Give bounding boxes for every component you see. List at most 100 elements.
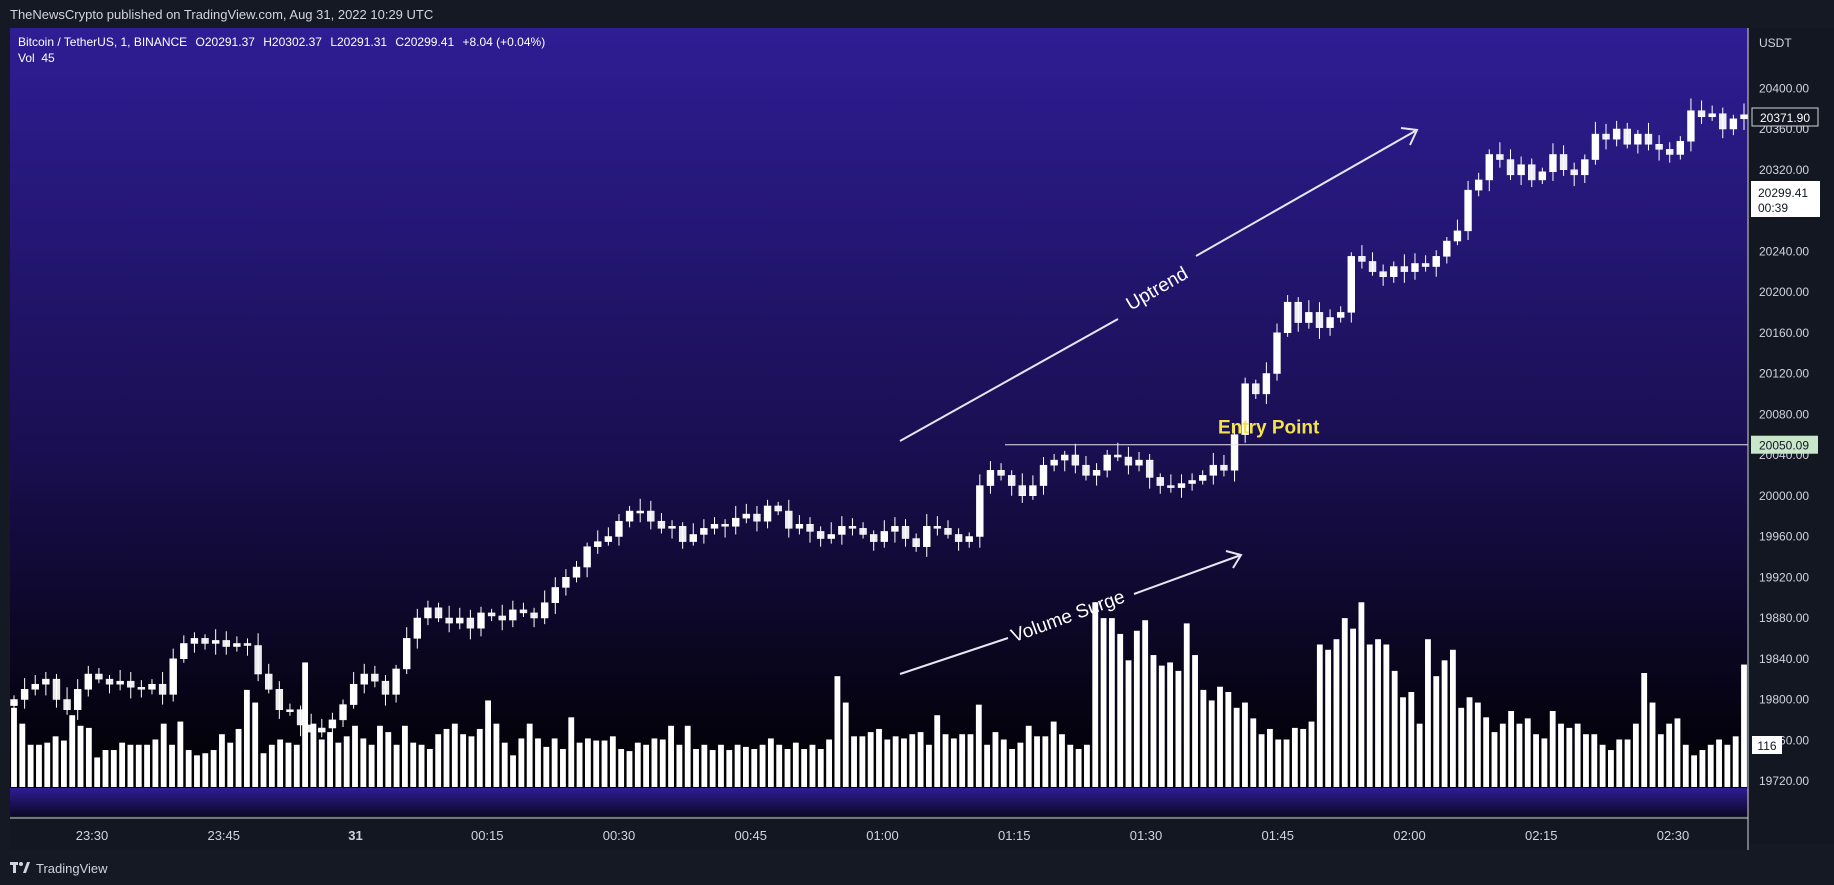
candle-body	[1305, 312, 1313, 323]
time-tick-label: 01:15	[998, 828, 1031, 843]
candle-body	[1167, 485, 1175, 488]
candle-body	[1135, 459, 1143, 466]
volume-bar	[626, 751, 633, 787]
volume-bar	[36, 744, 42, 787]
candle-body	[487, 612, 496, 617]
volume-bar	[1150, 655, 1157, 787]
volume-bar	[327, 732, 333, 787]
volume-bar	[443, 728, 450, 787]
candle-body	[116, 680, 124, 685]
volume-bar	[1108, 618, 1115, 787]
candle-body	[732, 517, 740, 527]
volume-bar	[202, 753, 209, 787]
candle-body	[1145, 459, 1154, 478]
volume-bar	[618, 749, 625, 787]
volume-bar	[1499, 723, 1506, 787]
volume-bar	[842, 702, 849, 787]
volume-bar	[1183, 623, 1190, 787]
time-tick-label: 23:30	[76, 828, 109, 843]
volume-bar	[110, 750, 117, 787]
volume-bar	[177, 721, 184, 787]
candle-body	[1294, 301, 1302, 323]
candle-body	[997, 470, 1005, 476]
candle-body	[1018, 485, 1026, 496]
price-tick-label: 20080.00	[1759, 407, 1809, 421]
volume-bar	[1291, 727, 1298, 787]
last-price-tag-text: 20299.41	[1758, 186, 1808, 200]
candle-body	[753, 513, 761, 522]
volume-bar	[69, 715, 76, 787]
candle-body	[774, 505, 782, 512]
volume-bar	[1449, 649, 1456, 787]
entry-price-tag-text: 20050.09	[1759, 439, 1809, 453]
candle-body	[31, 683, 39, 690]
candle-body	[1315, 312, 1324, 328]
candle-body	[180, 643, 188, 659]
volume-bar	[485, 700, 491, 787]
candle-body	[63, 699, 71, 710]
candle-body	[95, 673, 103, 680]
candle-body	[668, 526, 676, 529]
volume-bar	[235, 728, 242, 787]
candle-body	[891, 526, 899, 532]
price-tick-label: 19720.00	[1759, 774, 1809, 788]
volume-bar	[219, 734, 225, 787]
candle-body	[1623, 128, 1631, 145]
candle-body	[1740, 114, 1748, 120]
candle-body	[1697, 110, 1706, 118]
candle-body	[806, 524, 814, 532]
candle-body	[1209, 464, 1218, 476]
candle-body	[827, 534, 835, 539]
volume-bar	[901, 738, 907, 787]
volume-bar	[1516, 723, 1523, 787]
volume-bar	[318, 739, 325, 787]
candle-body	[1517, 164, 1525, 176]
volume-bar	[360, 738, 367, 787]
volume-bar	[751, 749, 758, 787]
volume-bar	[1583, 734, 1589, 787]
volume-bar	[1608, 750, 1614, 787]
volume-bar	[1075, 749, 1082, 787]
candle-body	[700, 528, 708, 535]
volume-bar	[1084, 744, 1090, 787]
volume-bar	[160, 723, 167, 787]
volume-bar	[1391, 670, 1398, 787]
price-tick-label: 19960.00	[1759, 530, 1809, 544]
candle-body	[1432, 256, 1440, 267]
volume-bar	[1050, 721, 1057, 787]
candle-body	[1347, 256, 1355, 313]
volume-bar	[27, 744, 34, 787]
volume-bar	[892, 736, 899, 787]
volume-bar	[1242, 702, 1248, 787]
candle-body	[1549, 154, 1557, 173]
candle-body	[339, 704, 347, 721]
candle-body	[1474, 179, 1483, 191]
volume-bar	[1541, 738, 1548, 787]
volume-bar	[493, 723, 500, 787]
footer-brand[interactable]: TradingView	[10, 858, 108, 878]
volume-bar	[759, 744, 766, 787]
volume-legend: Vol 45	[18, 51, 55, 65]
candle-body	[1199, 475, 1207, 481]
volume-bar	[210, 750, 217, 787]
uptrend-arrow	[899, 127, 1419, 442]
volume-bar	[1483, 717, 1490, 787]
candle-body	[222, 640, 230, 647]
candle-body	[721, 524, 729, 527]
volume-bar	[377, 725, 383, 787]
candle-body	[286, 709, 294, 712]
volume-bar	[343, 736, 350, 787]
candle-body	[933, 526, 942, 529]
candle-body	[1273, 332, 1281, 374]
volume-bar	[1400, 697, 1406, 787]
candle-body	[456, 617, 464, 624]
time-tick-label: 02:30	[1657, 828, 1690, 843]
volume-bar	[726, 750, 733, 787]
candle-body	[636, 510, 644, 514]
candle-body	[413, 617, 422, 639]
time-tick-label: 02:15	[1525, 828, 1558, 843]
volume-bar	[1167, 662, 1174, 787]
candle-body	[1358, 256, 1366, 262]
candle-body	[233, 643, 241, 647]
